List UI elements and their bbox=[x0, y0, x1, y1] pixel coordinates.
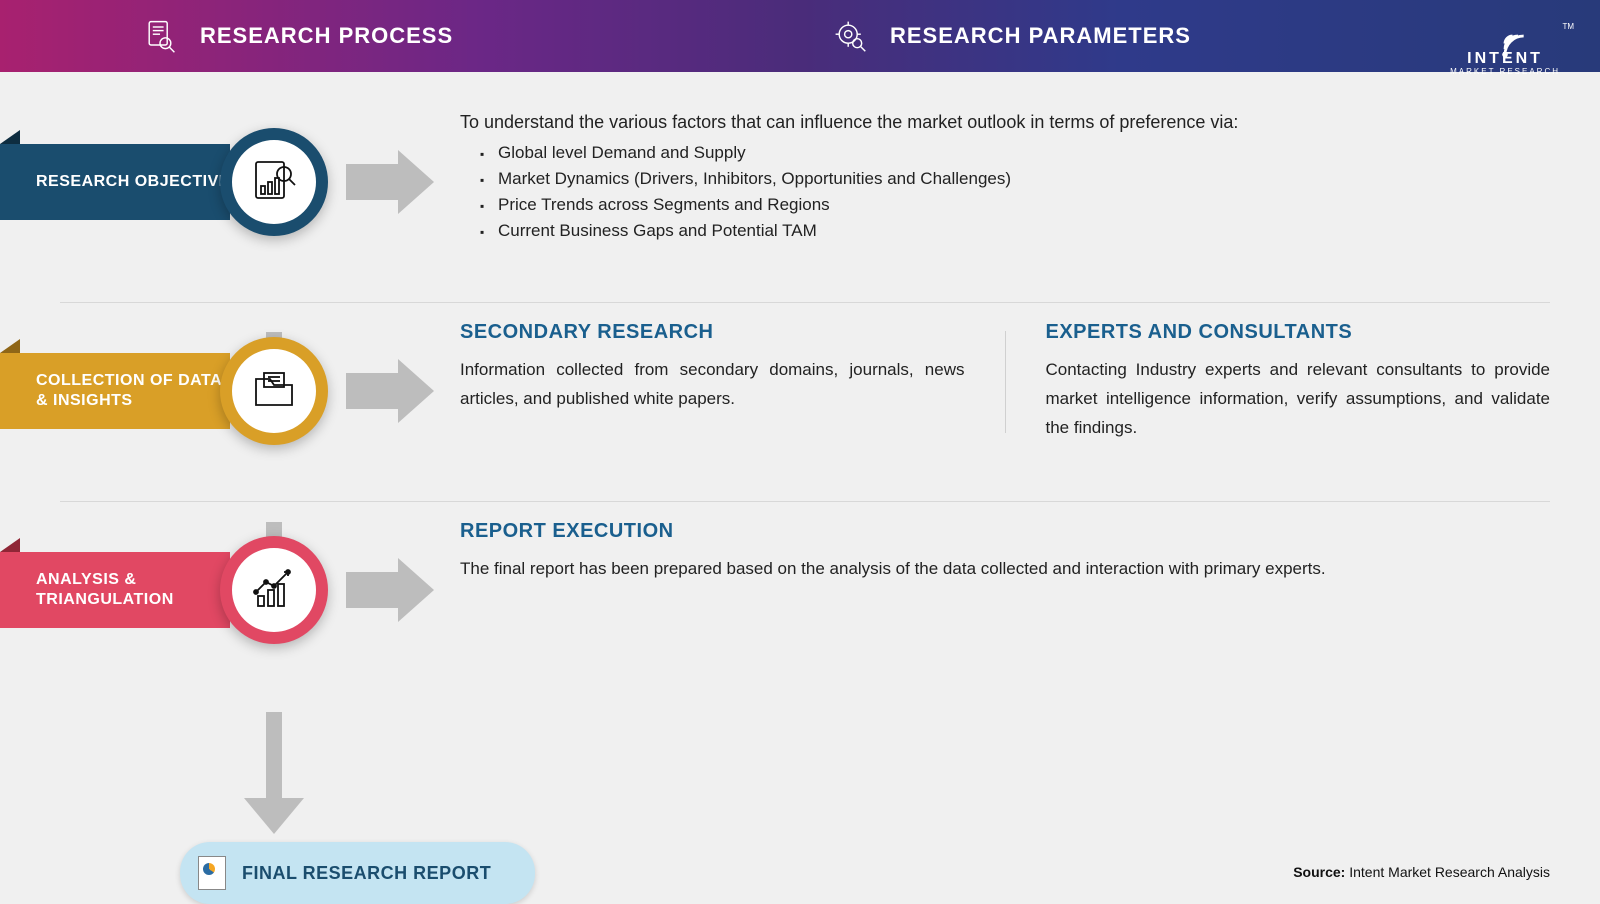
document-search-icon bbox=[248, 156, 300, 208]
step-intro-text: To understand the various factors that c… bbox=[460, 112, 1550, 133]
step-circle-node bbox=[220, 128, 328, 236]
step-research-objective: RESEARCH OBJECTIVE To understand the var… bbox=[0, 102, 1550, 292]
bullet-item: Current Business Gaps and Potential TAM bbox=[480, 221, 1550, 241]
header-bar: RESEARCH PROCESS RESEARCH PARAMETERS TM … bbox=[0, 0, 1600, 72]
step-body: SECONDARY RESEARCH Information collected… bbox=[460, 311, 1550, 443]
column-title: REPORT EXECUTION bbox=[460, 520, 1550, 543]
chart-line-icon bbox=[248, 564, 300, 616]
divider bbox=[60, 501, 1550, 502]
brand-logo: TM INTENT MARKET RESEARCH bbox=[1450, 8, 1560, 76]
content-area: RESEARCH OBJECTIVE To understand the var… bbox=[0, 72, 1600, 680]
divider bbox=[60, 302, 1550, 303]
source-prefix: Source: bbox=[1293, 864, 1345, 880]
logo-tm: TM bbox=[1562, 22, 1574, 31]
step-body: To understand the various factors that c… bbox=[460, 102, 1550, 241]
folder-icon bbox=[248, 365, 300, 417]
column-text: Information collected from secondary dom… bbox=[460, 356, 965, 414]
step-label-text: RESEARCH OBJECTIVE bbox=[36, 172, 230, 192]
bullet-list: Global level Demand and Supply Market Dy… bbox=[460, 143, 1550, 241]
step-label-banner: ANALYSIS & TRIANGULATION bbox=[0, 552, 230, 628]
step-circle-node bbox=[220, 536, 328, 644]
column-text: Contacting Industry experts and relevant… bbox=[1046, 356, 1551, 443]
step-body: REPORT EXECUTION The final report has be… bbox=[460, 510, 1550, 584]
bullet-item: Market Dynamics (Drivers, Inhibitors, Op… bbox=[480, 169, 1550, 189]
column-text: The final report has been prepared based… bbox=[460, 555, 1550, 584]
column-title: EXPERTS AND CONSULTANTS bbox=[1046, 321, 1551, 344]
source-attribution: Source: Intent Market Research Analysis bbox=[1293, 864, 1550, 880]
step-data-collection: COLLECTION OF DATA & INSIGHTS SECONDARY … bbox=[0, 311, 1550, 491]
document-magnify-icon bbox=[140, 16, 180, 56]
gear-magnify-icon bbox=[830, 16, 870, 56]
step-label-banner: RESEARCH OBJECTIVE bbox=[0, 144, 230, 220]
final-report-label: FINAL RESEARCH REPORT bbox=[242, 863, 491, 884]
step-circle-node bbox=[220, 337, 328, 445]
down-arrow-icon bbox=[244, 798, 304, 834]
header-right-title: RESEARCH PARAMETERS bbox=[890, 23, 1191, 49]
step-label-text: ANALYSIS & TRIANGULATION bbox=[36, 570, 230, 610]
bullet-item: Price Trends across Segments and Regions bbox=[480, 195, 1550, 215]
column-experts: EXPERTS AND CONSULTANTS Contacting Indus… bbox=[1046, 321, 1551, 443]
column-secondary-research: SECONDARY RESEARCH Information collected… bbox=[460, 321, 965, 443]
final-report-pill: FINAL RESEARCH REPORT bbox=[180, 842, 535, 904]
step-analysis: ANALYSIS & TRIANGULATION REPORT EXECUTIO… bbox=[0, 510, 1550, 680]
report-doc-icon bbox=[198, 856, 226, 890]
header-left-title: RESEARCH PROCESS bbox=[200, 23, 453, 49]
bullet-item: Global level Demand and Supply bbox=[480, 143, 1550, 163]
header-left: RESEARCH PROCESS bbox=[0, 0, 800, 72]
column-title: SECONDARY RESEARCH bbox=[460, 321, 965, 344]
logo-main-text: INTENT bbox=[1450, 51, 1560, 67]
step-label-banner: COLLECTION OF DATA & INSIGHTS bbox=[0, 353, 230, 429]
column-separator bbox=[1005, 331, 1006, 433]
source-text: Intent Market Research Analysis bbox=[1345, 864, 1550, 880]
step-label-text: COLLECTION OF DATA & INSIGHTS bbox=[36, 371, 230, 411]
vertical-connector bbox=[266, 712, 282, 798]
